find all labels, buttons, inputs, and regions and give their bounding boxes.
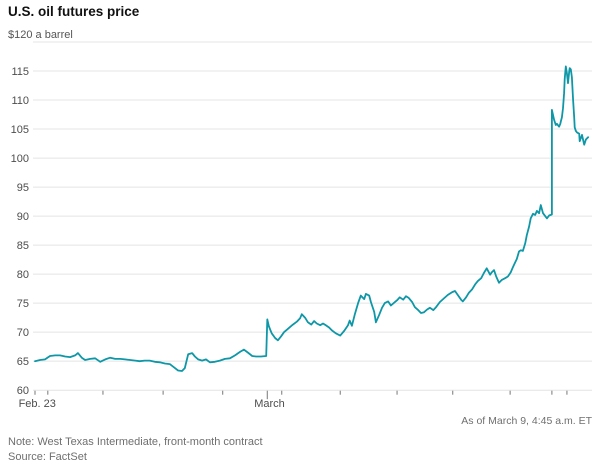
as-of-timestamp: As of March 9, 4:45 a.m. ET [461,415,592,427]
y-tick-label: 60 [17,385,29,397]
x-tick-label: March [254,398,285,410]
y-tick-label: 95 [17,182,29,194]
y-tick-label: 100 [11,153,29,165]
y-axis-labels: 115 110 105 100 95 90 85 80 75 70 65 60 [11,66,29,397]
x-tick-label: Feb. 23 [19,398,56,410]
chart-title: U.S. oil futures price [8,4,140,19]
x-axis-labels: Feb. 23 March [19,398,285,410]
y-tick-label: 85 [17,240,29,252]
y-tick-label: 75 [17,298,29,310]
gridlines [33,41,592,391]
y-tick-label: 110 [11,95,29,107]
price-line-series [34,65,589,372]
x-axis-ticks [34,390,568,400]
chart-note: Note: West Texas Intermediate, front-mon… [8,436,263,448]
y-axis-unit-label: $120 a barrel [8,29,73,41]
y-tick-label: 115 [11,66,29,78]
y-tick-label: 70 [17,327,29,339]
y-tick-label: 90 [17,211,29,223]
y-tick-label: 65 [17,356,29,368]
y-tick-label: 80 [17,269,29,281]
y-tick-label: 105 [11,124,29,136]
chart-source: Source: FactSet [8,451,87,463]
